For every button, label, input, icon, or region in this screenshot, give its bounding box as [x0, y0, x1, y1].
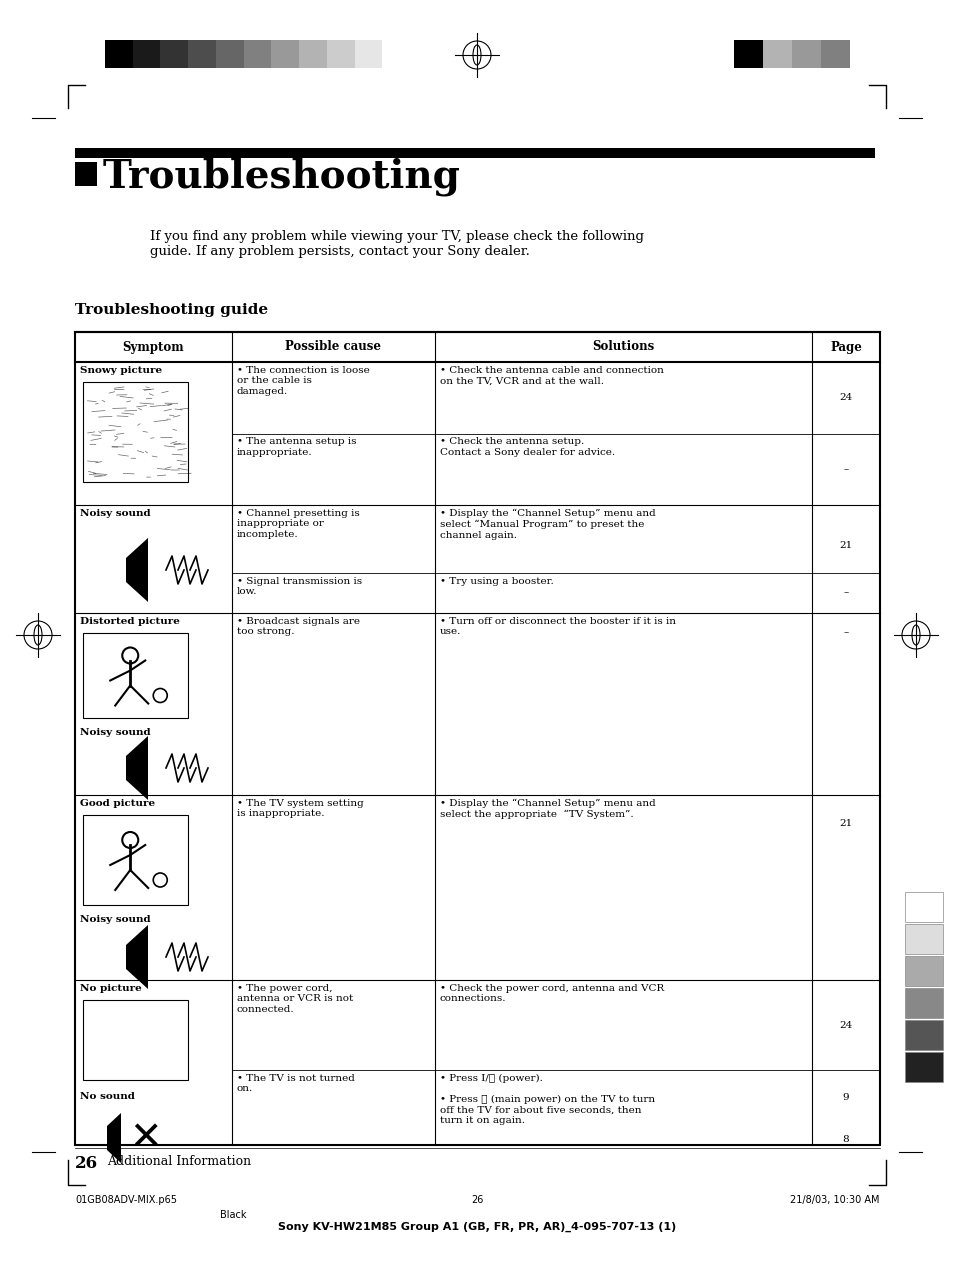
- Bar: [126, 558, 140, 582]
- Text: –: –: [842, 465, 848, 474]
- Text: • Broadcast signals are
too strong.: • Broadcast signals are too strong.: [236, 617, 359, 636]
- Text: –: –: [842, 588, 848, 597]
- Bar: [188, 39, 215, 69]
- Text: • Display the “Channel Setup” menu and
select the appropriate  “TV System”.: • Display the “Channel Setup” menu and s…: [439, 799, 655, 819]
- Text: • Display the “Channel Setup” menu and
select “Manual Program” to preset the
cha: • Display the “Channel Setup” menu and s…: [439, 509, 655, 540]
- Text: No picture: No picture: [80, 984, 142, 993]
- Text: Solutions: Solutions: [592, 340, 654, 353]
- Bar: [271, 39, 299, 69]
- Polygon shape: [126, 538, 148, 602]
- Bar: [107, 1126, 121, 1151]
- Bar: [355, 39, 382, 69]
- Text: • The connection is loose
or the cable is
damaged.: • The connection is loose or the cable i…: [236, 366, 370, 396]
- Text: Good picture: Good picture: [80, 799, 155, 808]
- Text: 01GB08ADV-MIX.p65: 01GB08ADV-MIX.p65: [75, 1195, 177, 1205]
- Text: 26: 26: [75, 1154, 98, 1172]
- Text: • Channel presetting is
inappropriate or
incomplete.: • Channel presetting is inappropriate or…: [236, 509, 359, 538]
- Bar: [791, 39, 821, 69]
- Polygon shape: [126, 925, 148, 989]
- Circle shape: [122, 648, 138, 663]
- Text: Noisy sound: Noisy sound: [80, 914, 151, 925]
- Text: • Check the antenna cable and connection
on the TV, VCR and at the wall.: • Check the antenna cable and connection…: [439, 366, 663, 385]
- Text: • Signal transmission is
low.: • Signal transmission is low.: [236, 577, 362, 597]
- Text: 21: 21: [839, 541, 852, 550]
- Text: 8: 8: [841, 1135, 848, 1144]
- Bar: [904, 1052, 942, 1082]
- Bar: [705, 39, 734, 69]
- Text: ✕: ✕: [129, 1119, 161, 1157]
- Bar: [734, 39, 762, 69]
- Text: Distorted picture: Distorted picture: [80, 617, 180, 626]
- Text: Noisy sound: Noisy sound: [80, 509, 151, 518]
- Bar: [215, 39, 243, 69]
- Bar: [105, 39, 132, 69]
- Text: Page: Page: [829, 340, 861, 353]
- Bar: [618, 39, 647, 69]
- Bar: [132, 39, 160, 69]
- Text: Sony KV-HW21M85 Group A1 (GB, FR, PR, AR)_4-095-707-13 (1): Sony KV-HW21M85 Group A1 (GB, FR, PR, AR…: [277, 1222, 676, 1232]
- Bar: [75, 331, 879, 1146]
- Bar: [243, 39, 271, 69]
- Bar: [126, 945, 140, 969]
- Text: • Check the power cord, antenna and VCR
connections.: • Check the power cord, antenna and VCR …: [439, 984, 663, 1003]
- Text: Troubleshooting guide: Troubleshooting guide: [75, 304, 268, 318]
- Bar: [589, 39, 618, 69]
- Bar: [83, 999, 188, 1080]
- Bar: [904, 892, 942, 922]
- Bar: [126, 756, 140, 780]
- Bar: [647, 39, 676, 69]
- Text: –: –: [842, 629, 848, 638]
- Bar: [160, 39, 188, 69]
- Bar: [904, 1020, 942, 1050]
- Text: Noisy sound: Noisy sound: [80, 728, 151, 737]
- Text: • Check the antenna setup.
Contact a Sony dealer for advice.: • Check the antenna setup. Contact a Son…: [439, 437, 615, 457]
- Bar: [676, 39, 705, 69]
- Bar: [83, 815, 188, 906]
- Text: Symptom: Symptom: [123, 340, 184, 353]
- Text: • The TV system setting
is inappropriate.: • The TV system setting is inappropriate…: [236, 799, 363, 818]
- Text: Black: Black: [220, 1210, 246, 1220]
- Text: • The antenna setup is
inappropriate.: • The antenna setup is inappropriate.: [236, 437, 356, 457]
- Bar: [904, 925, 942, 954]
- Bar: [327, 39, 355, 69]
- Text: 26: 26: [471, 1195, 482, 1205]
- Bar: [904, 956, 942, 986]
- Text: Possible cause: Possible cause: [285, 340, 381, 353]
- Bar: [762, 39, 791, 69]
- Bar: [75, 163, 97, 187]
- Text: 9: 9: [841, 1093, 848, 1102]
- Text: Snowy picture: Snowy picture: [80, 366, 162, 375]
- Polygon shape: [107, 1113, 121, 1163]
- Text: Troubleshooting: Troubleshooting: [103, 157, 460, 196]
- Text: 24: 24: [839, 1021, 852, 1030]
- Text: • Turn off or disconnect the booster if it is in
use.: • Turn off or disconnect the booster if …: [439, 617, 676, 636]
- Text: • The power cord,
antenna or VCR is not
connected.: • The power cord, antenna or VCR is not …: [236, 984, 353, 1013]
- Text: No sound: No sound: [80, 1092, 134, 1101]
- Bar: [83, 382, 188, 483]
- Text: If you find any problem while viewing your TV, please check the following
guide.: If you find any problem while viewing yo…: [150, 230, 643, 258]
- Bar: [75, 149, 874, 157]
- Text: Additional Information: Additional Information: [107, 1154, 251, 1168]
- Circle shape: [122, 832, 138, 848]
- Text: • Press I/ⓘ (power).

• Press ⓘ (main power) on the TV to turn
off the TV for ab: • Press I/ⓘ (power). • Press ⓘ (main pow…: [439, 1074, 655, 1125]
- Bar: [299, 39, 327, 69]
- Text: 21: 21: [839, 818, 852, 828]
- Bar: [904, 988, 942, 1019]
- Text: 21/8/03, 10:30 AM: 21/8/03, 10:30 AM: [790, 1195, 879, 1205]
- Text: 24: 24: [839, 394, 852, 403]
- Text: • The TV is not turned
on.: • The TV is not turned on.: [236, 1074, 355, 1093]
- Polygon shape: [126, 737, 148, 800]
- Bar: [382, 39, 410, 69]
- Bar: [821, 39, 849, 69]
- Text: • Try using a booster.: • Try using a booster.: [439, 577, 553, 585]
- Bar: [83, 632, 188, 718]
